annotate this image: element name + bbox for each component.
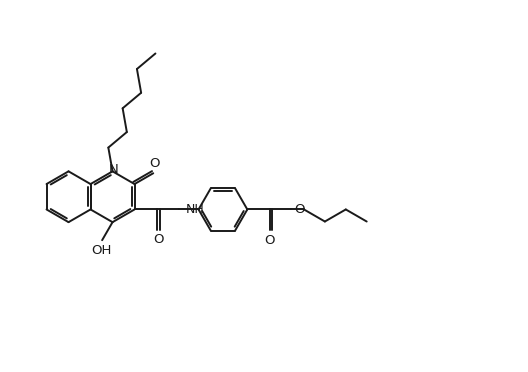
Text: O: O	[149, 157, 159, 170]
Text: O: O	[294, 203, 305, 216]
Text: N: N	[109, 163, 119, 176]
Text: O: O	[265, 234, 275, 247]
Text: NH: NH	[185, 203, 204, 216]
Text: OH: OH	[91, 244, 112, 257]
Text: O: O	[153, 233, 164, 246]
